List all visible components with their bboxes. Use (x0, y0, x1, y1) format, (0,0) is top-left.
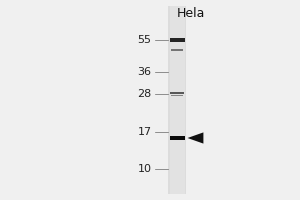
Text: 36: 36 (137, 67, 152, 77)
Text: 17: 17 (137, 127, 152, 137)
Text: Hela: Hela (176, 7, 205, 20)
Bar (171, 49, 183, 51)
Text: 28: 28 (137, 89, 152, 99)
Bar (169, 6, 184, 194)
Bar (171, 95, 183, 96)
Text: 55: 55 (137, 35, 152, 45)
Bar (169, 136, 184, 140)
Bar (168, 6, 186, 194)
Text: 10: 10 (137, 164, 152, 174)
Bar (169, 38, 184, 42)
Bar (170, 92, 184, 94)
Polygon shape (188, 132, 203, 144)
